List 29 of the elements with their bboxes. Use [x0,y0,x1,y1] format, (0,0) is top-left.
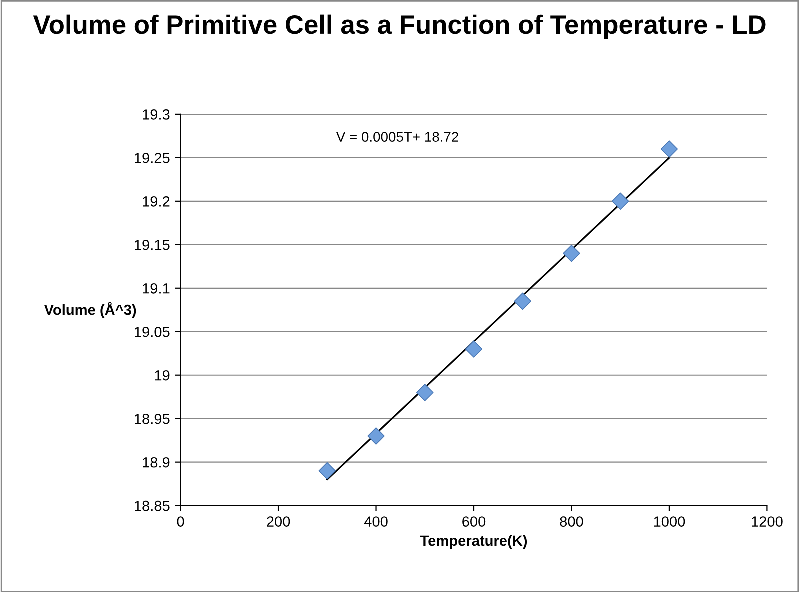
x-tick-label: 1200 [752,516,783,527]
y-tick-label: 19 [155,370,170,381]
y-tick-label: 19.25 [135,153,170,164]
y-tick-label: 19.2 [143,196,170,207]
point [660,140,678,158]
annotation: V = 0.0005T+ 18.72 [336,132,458,142]
x-tick-label: 600 [462,516,486,527]
y-tick-label: 19.15 [135,240,170,250]
y-axis-title: Volume (Å^3) [44,302,136,318]
y-tick-label: 18.95 [135,414,170,424]
point [416,384,434,402]
point [368,428,385,445]
x-axis-title: Temperature(K) [420,535,528,549]
x-tick-label: 800 [560,516,584,527]
x-tick-label: 1000 [654,516,686,527]
y-tick-label: 18.85 [135,500,170,512]
chart-title: Volume of Primitive Cell as a Function of Temperature - LD [33,14,766,40]
point [465,340,483,358]
x-tick-label: 400 [364,516,388,527]
point [514,292,532,310]
y-tick-label: 19.05 [135,326,170,338]
point [612,192,630,210]
point [563,244,580,262]
point [318,462,336,480]
x-tick-label: 200 [267,516,290,527]
y-tick-label: 19.1 [143,283,170,294]
y-tick-label: 18.9 [143,457,170,468]
y-tick-label: 19.3 [143,110,170,120]
x-tick-label: 0 [177,516,184,527]
